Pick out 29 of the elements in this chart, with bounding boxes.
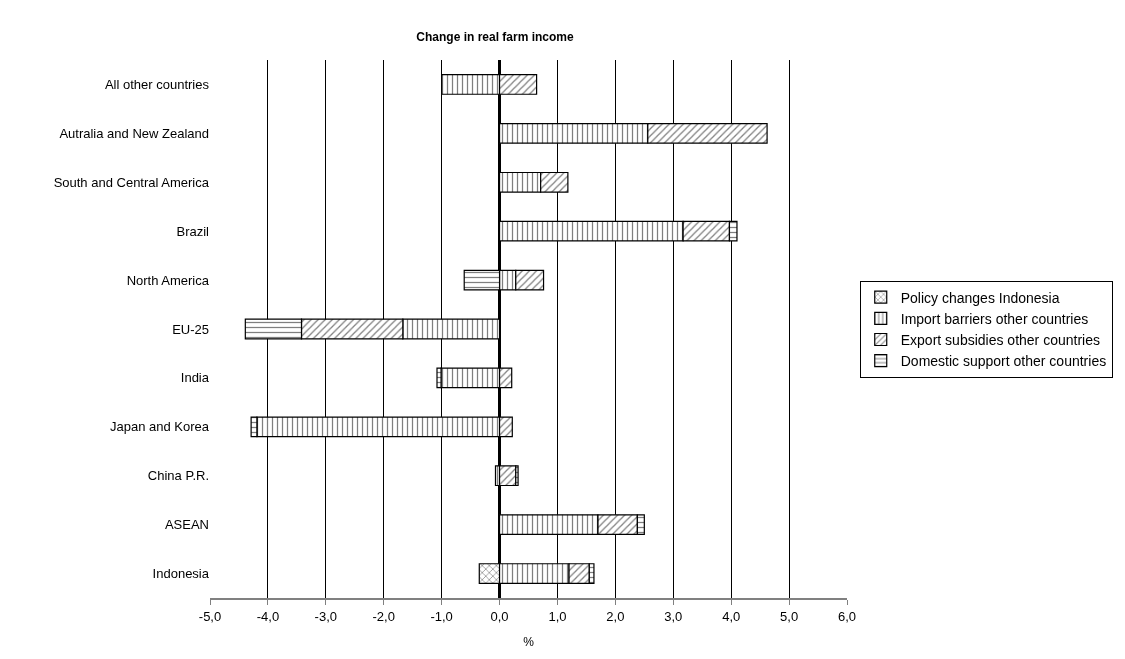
text: Export subsidies other countries: [900, 331, 1100, 348]
chart-title: Change in real farm income: [416, 30, 575, 45]
x-tick-label: 4,0: [722, 608, 741, 624]
x-tick-label: -5,0: [198, 608, 222, 624]
x-tick-label: -4,0: [256, 608, 280, 624]
y-tick-label: Autralia and New Zealand: [59, 125, 209, 141]
y-tick-label: South and Central America: [53, 174, 210, 190]
y-tick-label: Japan and Korea: [109, 419, 210, 435]
text: Import barriers other countries: [900, 310, 1089, 327]
y-tick-label: Indonesia: [152, 566, 210, 582]
x-tick-label: 3,0: [664, 608, 683, 624]
y-tick-label: China P.R.: [147, 468, 209, 484]
y-tick-label: All other countries: [104, 77, 210, 92]
y-tick-label: ASEAN: [164, 517, 209, 533]
x-tick-label: 2,0: [606, 608, 625, 624]
y-tick-label: Brazil: [176, 223, 210, 239]
text: Domestic support other countries: [900, 353, 1107, 370]
x-tick-label: 1,0: [548, 608, 567, 624]
text: Policy changes Indonesia: [900, 289, 1060, 306]
y-tick-label: India: [180, 370, 210, 386]
x-tick-label: -2,0: [372, 608, 395, 624]
y-tick-label: North America: [126, 272, 210, 288]
x-tick-label: 6,0: [837, 608, 857, 624]
x-tick-label: 5,0: [780, 608, 799, 624]
x-tick-label: 0,0: [490, 608, 509, 624]
y-tick-label: EU-25: [172, 321, 209, 337]
x-tick-label: -3,0: [314, 608, 338, 624]
x-axis-title: %: [523, 635, 535, 649]
x-tick-label: -1,0: [430, 608, 453, 624]
